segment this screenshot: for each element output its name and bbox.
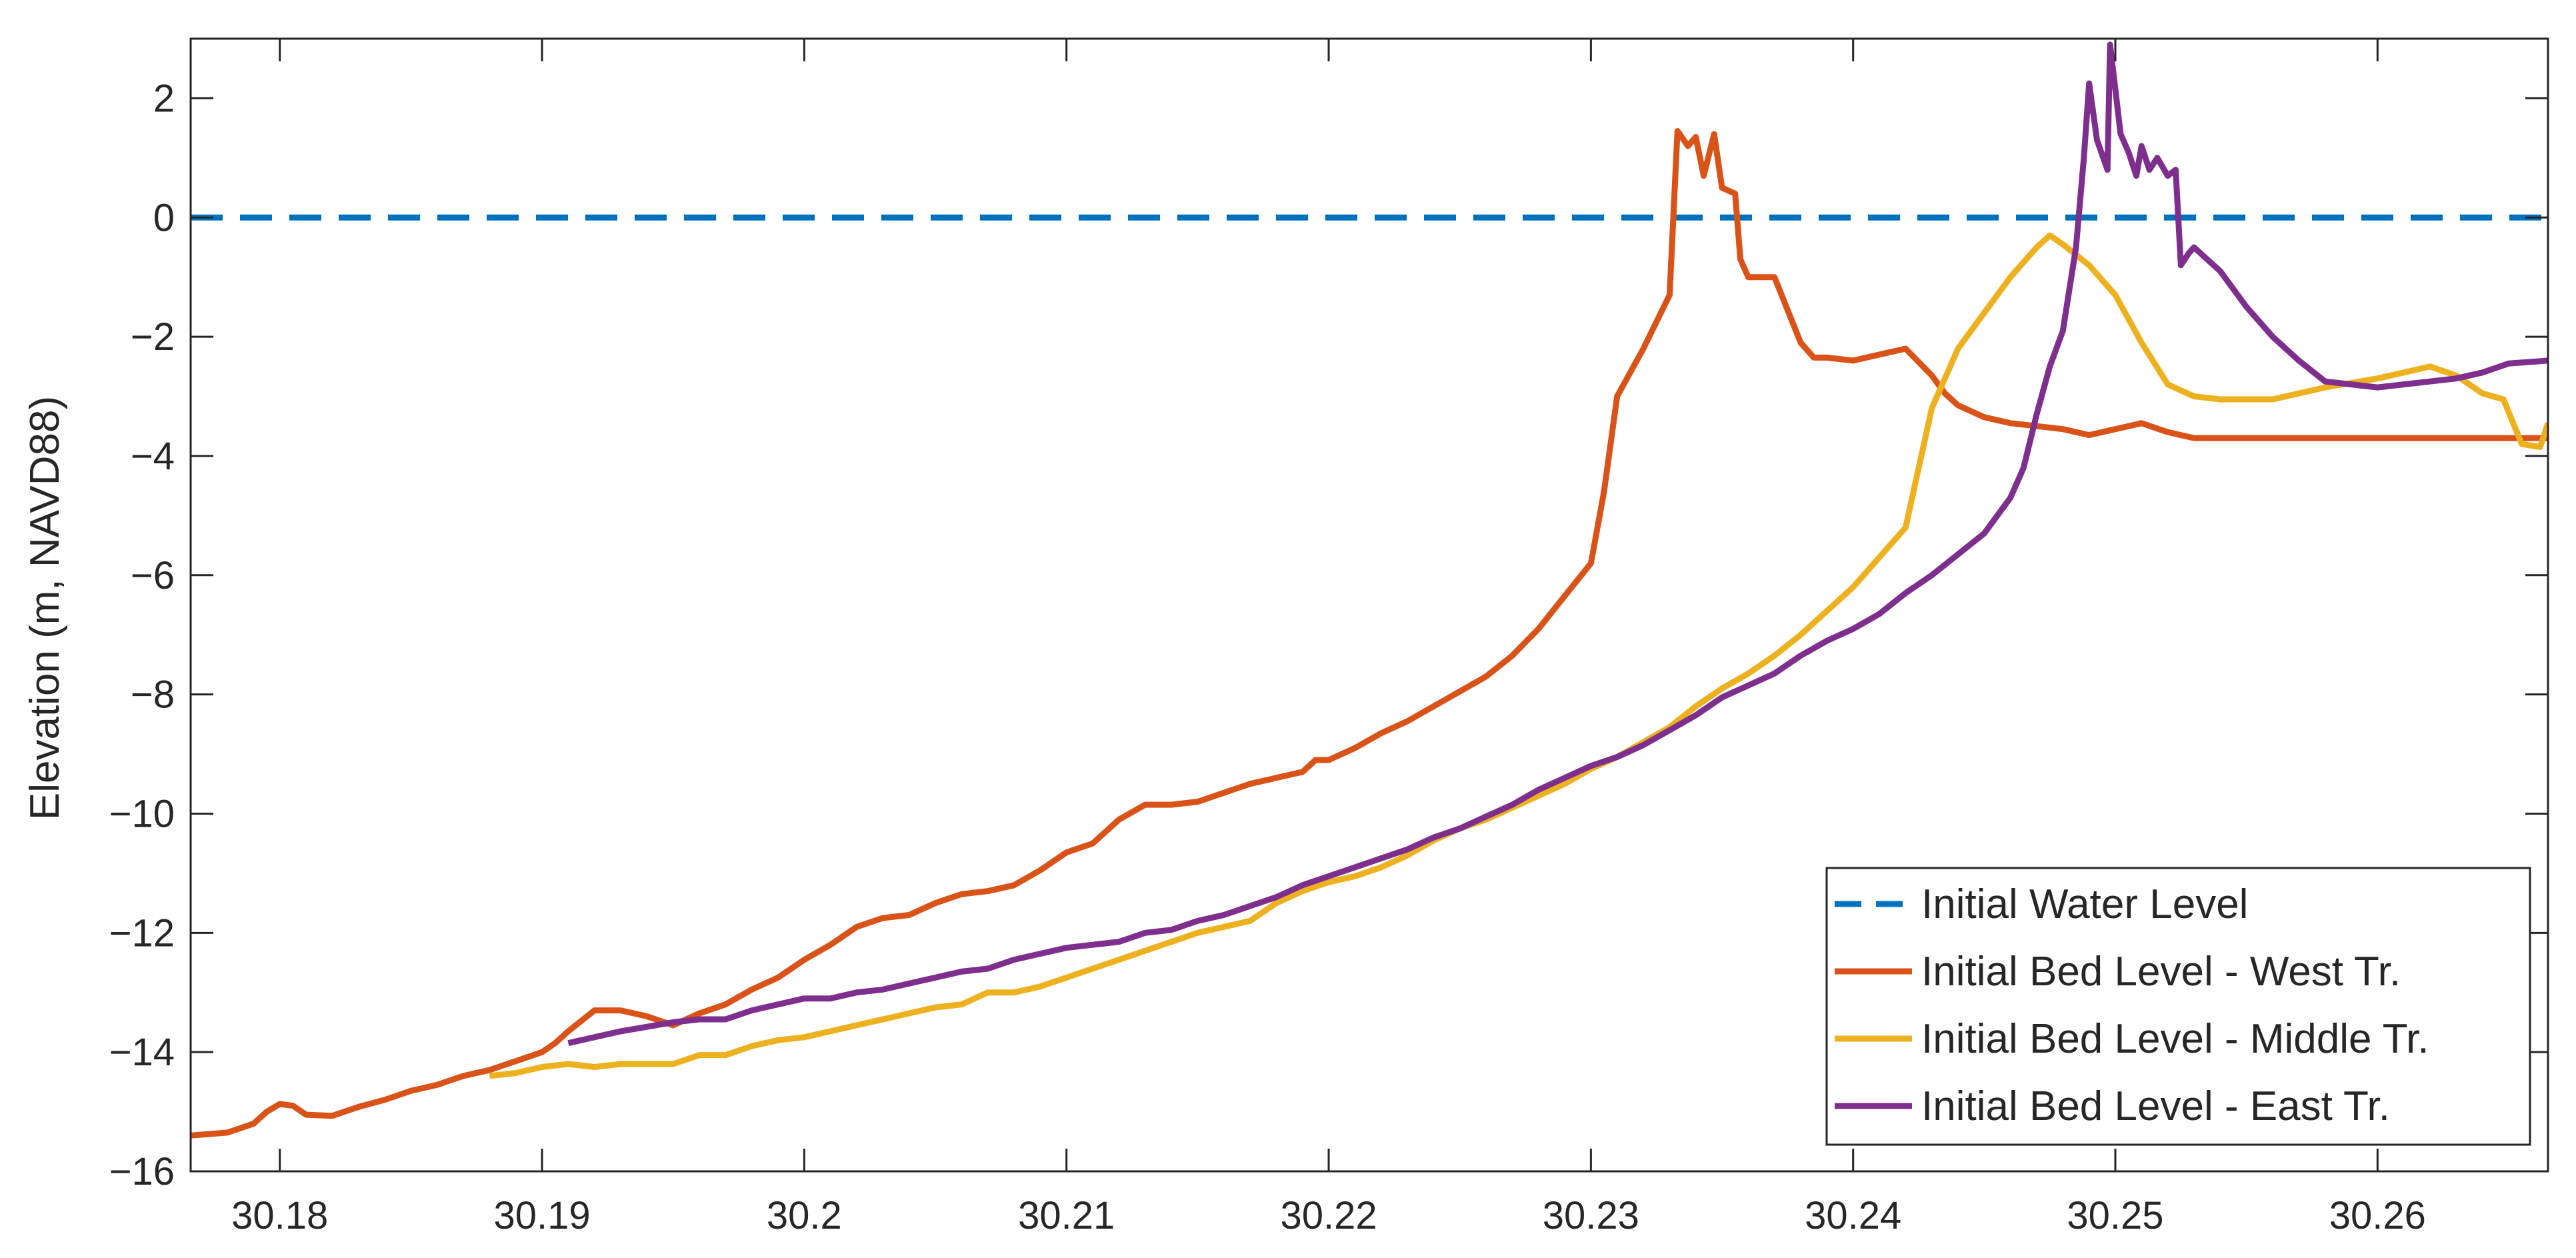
x-tick-label: 30.18	[231, 1194, 328, 1237]
x-tick-label: 30.22	[1280, 1194, 1377, 1237]
y-tick-label: −2	[131, 315, 175, 359]
y-tick-label: −14	[109, 1031, 175, 1074]
series-line-initial-bed-level-middle-tr	[489, 232, 2548, 1079]
y-tick-label: −6	[131, 554, 175, 597]
series-line-initial-bed-level-west-tr	[191, 128, 2548, 1139]
axes: 30.18 30.19 30.2 30.21 30.22 30.23 30.24 30.25 3…	[109, 37, 2549, 1237]
x-tick-label: 30.26	[2329, 1194, 2426, 1237]
series-line-initial-bed-level-east-tr	[567, 41, 2548, 1047]
y-tick-label: −12	[109, 911, 175, 955]
y-axis-label: Elevation (m, NAVD88)	[22, 396, 68, 820]
x-tick-label: 30.21	[1018, 1194, 1115, 1237]
y-tick-label: −4	[131, 435, 175, 478]
plot-area	[191, 41, 2548, 1139]
legend-label: Initial Bed Level - East Tr.	[1921, 1083, 2390, 1129]
y-tick-label: −10	[109, 792, 175, 835]
series-group	[191, 41, 2548, 1139]
y-tick-label: 2	[153, 77, 175, 120]
axes-box	[189, 37, 2549, 1173]
legend: Initial Water Level Initial Bed Level - W…	[1825, 867, 2531, 1146]
legend-label: Initial Bed Level - Middle Tr.	[1921, 1016, 2429, 1062]
y-tick-label: −8	[131, 673, 175, 717]
legend-label: Initial Bed Level - West Tr.	[1921, 949, 2401, 995]
y-tick-label: −16	[109, 1150, 175, 1193]
x-tick-label: 30.23	[1543, 1194, 1639, 1237]
x-tick-label: 30.19	[493, 1194, 590, 1237]
x-tick-label: 30.24	[1805, 1194, 1901, 1237]
x-tick-label: 30.25	[2067, 1194, 2163, 1237]
y-tick-label: 0	[153, 196, 175, 239]
legend-box	[1825, 867, 2531, 1146]
legend-label: Initial Water Level	[1921, 881, 2248, 927]
x-tick-label: 30.2	[767, 1194, 842, 1237]
